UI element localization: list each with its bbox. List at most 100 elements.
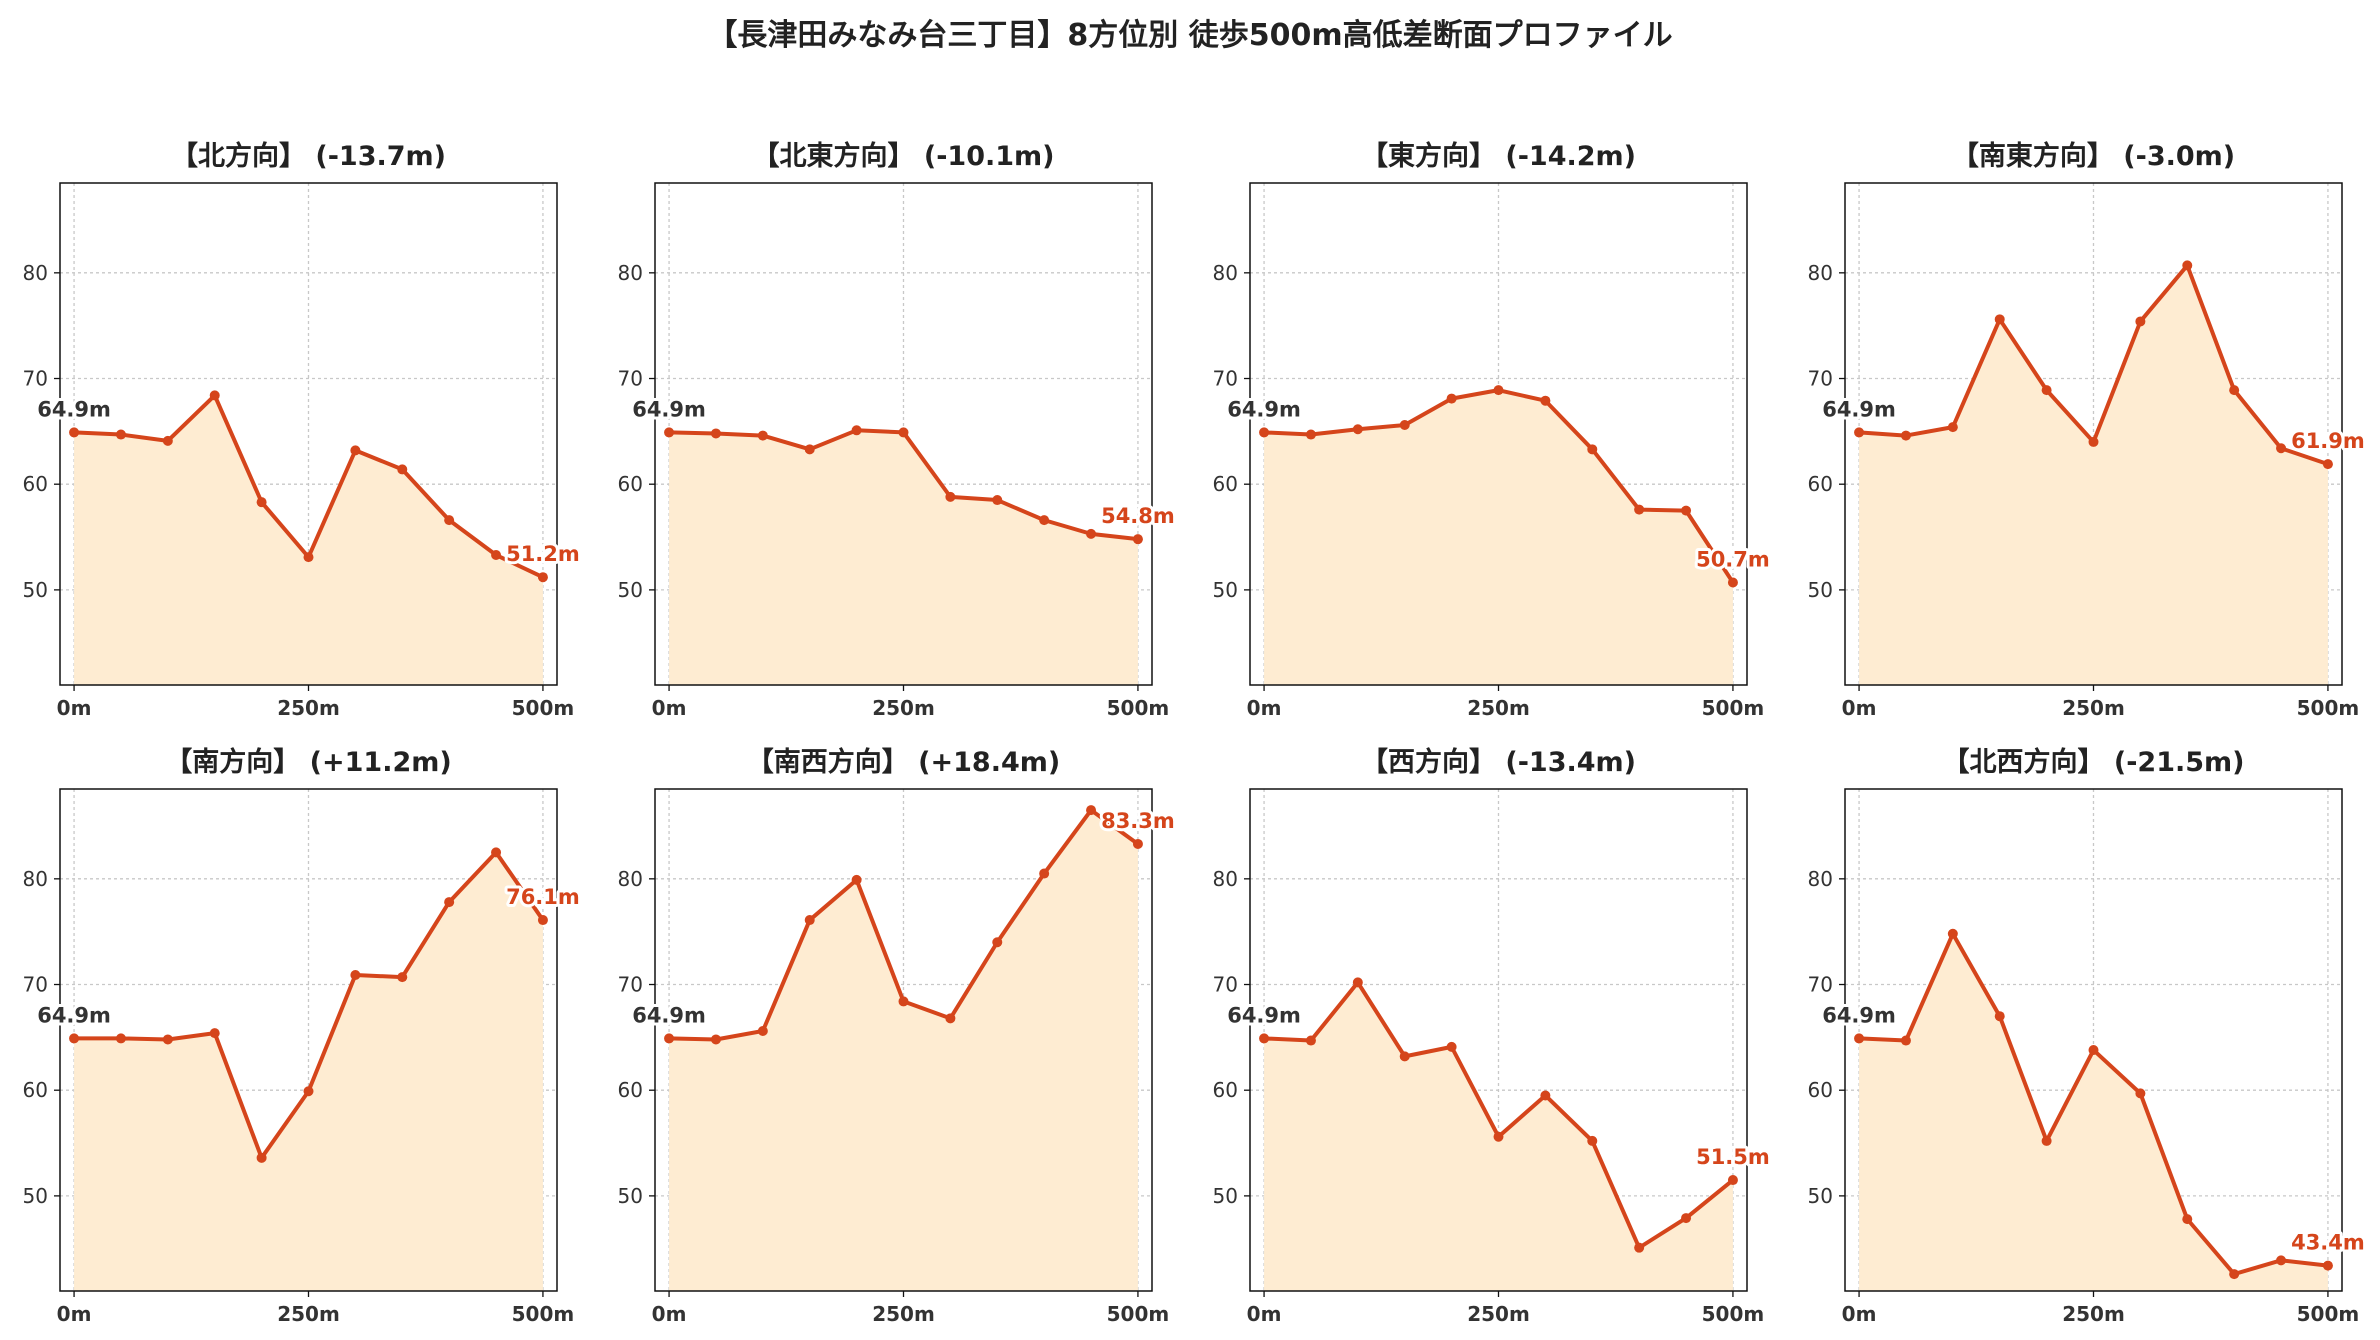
panel-1-point <box>491 550 502 561</box>
panel-2-point <box>1132 534 1143 545</box>
panel-7-ytick-label: 60 <box>1213 1078 1238 1102</box>
panel-8-point <box>2135 1088 2146 1099</box>
panel-5-point <box>491 847 502 858</box>
panel-5-ytick-label: 50 <box>23 1184 48 1208</box>
panel-3-point <box>1634 504 1645 515</box>
panel-7-point <box>1540 1090 1551 1101</box>
panel-5-point <box>444 897 455 908</box>
panel-1-xtick-label: 500m <box>512 696 575 720</box>
panel-6-start-label: 64.9m <box>632 1003 706 1027</box>
panel-3-end-label: 50.7m <box>1696 547 1770 571</box>
panel-2-ytick-label: 80 <box>618 261 643 285</box>
panel-8-point <box>2182 1214 2193 1225</box>
panel-7-end-label: 51.5m <box>1696 1145 1770 1169</box>
panel-4-xtick-label: 500m <box>2297 696 2360 720</box>
panel-2-point <box>710 428 721 439</box>
panel-3-point <box>1305 429 1316 440</box>
panel-4-point <box>2088 436 2099 447</box>
panel-7-point <box>1587 1135 1598 1146</box>
panel-2-xtick-label: 0m <box>652 696 687 720</box>
panel-1-ytick-label: 60 <box>23 472 48 496</box>
panel-6-end-label: 83.3m <box>1101 809 1175 833</box>
panel-6-area <box>669 810 1138 1291</box>
panel-4-start-label: 64.9m <box>1822 397 1896 421</box>
panel-3-point <box>1727 577 1738 588</box>
panel-7-point <box>1634 1242 1645 1253</box>
panel-8-point <box>2088 1045 2099 1056</box>
panel-6-point <box>1039 868 1050 879</box>
panel-7-point <box>1259 1033 1270 1044</box>
panel-5-title: 【南方向】 (+11.2m) <box>165 746 451 778</box>
panel-8-ytick-label: 50 <box>1808 1184 1833 1208</box>
panel-8-point <box>1947 928 1958 939</box>
panel-6-point <box>1132 838 1143 849</box>
panel-1-point <box>69 427 80 438</box>
panel-4-ytick-label: 80 <box>1808 261 1833 285</box>
panel-4-point <box>2276 443 2287 454</box>
panel-5-xtick-label: 500m <box>512 1302 575 1326</box>
panel-7-ytick-label: 70 <box>1213 973 1238 997</box>
panel-3-title: 【東方向】 (-14.2m) <box>1361 140 1636 172</box>
panel-1-ytick-label: 80 <box>23 261 48 285</box>
panel-1-point <box>350 445 361 456</box>
panel-1-start-label: 64.9m <box>37 397 111 421</box>
panel-8-xtick-label: 250m <box>2062 1302 2125 1326</box>
panel-8-ytick-label: 70 <box>1808 973 1833 997</box>
panel-5-end-label: 76.1m <box>506 885 580 909</box>
panel-2-ytick-label: 60 <box>618 472 643 496</box>
panel-4-point <box>2182 260 2193 271</box>
panel-6-point <box>945 1013 956 1024</box>
panel-8-ytick-label: 60 <box>1808 1078 1833 1102</box>
panel-2-point <box>945 491 956 502</box>
panel-8-point <box>2322 1260 2333 1271</box>
chart-title: 【長津田みなみ台三丁目】8方位別 徒歩500m高低差断面プロファイル <box>707 18 1673 53</box>
panel-6-point <box>1086 805 1097 816</box>
panel-4-title: 【南東方向】 (-3.0m) <box>1952 140 2235 172</box>
panel-3-point <box>1259 427 1270 438</box>
panel-4-point <box>1900 430 1911 441</box>
panel-2-ytick-label: 70 <box>618 367 643 391</box>
panel-7-ytick-label: 80 <box>1213 867 1238 891</box>
panel-2-end-label: 54.8m <box>1101 504 1175 528</box>
panel-8-start-label: 64.9m <box>1822 1003 1896 1027</box>
panel-6-point <box>992 937 1003 948</box>
panel-7-title: 【西方向】 (-13.4m) <box>1361 746 1636 778</box>
panel-3-ytick-label: 80 <box>1213 261 1238 285</box>
panel-5-ytick-label: 60 <box>23 1078 48 1102</box>
panel-4-point <box>1947 422 1958 433</box>
panel-1-xtick-label: 250m <box>277 696 340 720</box>
panel-8-title: 【北西方向】 (-21.5m) <box>1942 746 2244 778</box>
panel-2-point <box>898 427 909 438</box>
panel-3-area <box>1264 390 1733 685</box>
panel-7-point <box>1493 1131 1504 1142</box>
panel-2-ytick-label: 50 <box>618 578 643 602</box>
panel-6-xtick-label: 500m <box>1107 1302 1170 1326</box>
panel-3-ytick-label: 60 <box>1213 472 1238 496</box>
panel-1-point <box>303 552 314 563</box>
panel-6-point <box>898 996 909 1007</box>
panel-1-point <box>537 572 548 583</box>
panel-3-point <box>1540 395 1551 406</box>
panel-4-point <box>1854 427 1865 438</box>
panel-8-point <box>1854 1033 1865 1044</box>
panel-1-point <box>256 497 267 508</box>
panel-1-ytick-label: 70 <box>23 367 48 391</box>
panel-6-title: 【南西方向】 (+18.4m) <box>747 746 1060 778</box>
panel-4-point <box>2135 316 2146 327</box>
panel-7-ytick-label: 50 <box>1213 1184 1238 1208</box>
panel-5-ytick-label: 80 <box>23 867 48 891</box>
panel-2-point <box>851 425 862 436</box>
panel-4-point <box>2322 459 2333 470</box>
panel-5-point <box>397 972 408 983</box>
panel-5-area <box>74 852 543 1291</box>
panel-8-xtick-label: 0m <box>1842 1302 1877 1326</box>
panel-5-point <box>69 1033 80 1044</box>
panel-3-xtick-label: 500m <box>1702 696 1765 720</box>
panel-4-ytick-label: 50 <box>1808 578 1833 602</box>
panel-3-xtick-label: 250m <box>1467 696 1530 720</box>
panel-3-point <box>1493 385 1504 396</box>
panel-8-point <box>1900 1035 1911 1046</box>
panel-6-point <box>804 915 815 926</box>
panel-5-point <box>162 1034 173 1045</box>
